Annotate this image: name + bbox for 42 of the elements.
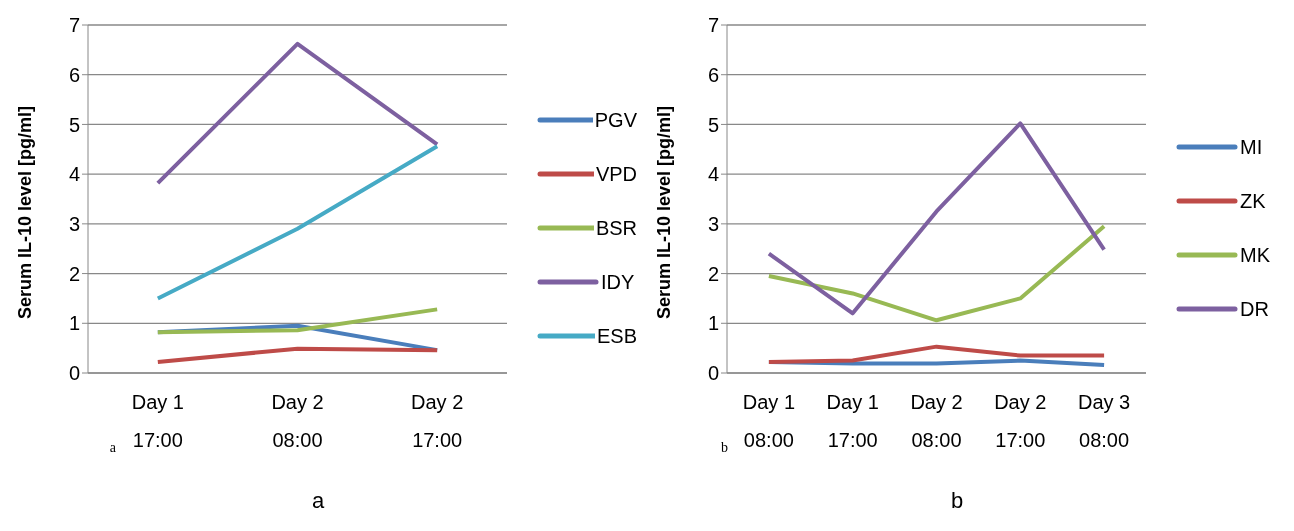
y-tick-label: 2 bbox=[68, 262, 80, 285]
y-tick-label: 4 bbox=[68, 163, 80, 186]
y-tick-label: 0 bbox=[707, 362, 719, 385]
y-tick-label: 4 bbox=[707, 163, 719, 186]
y-tick-label: 1 bbox=[68, 312, 80, 335]
legend-label: PGV bbox=[594, 108, 637, 132]
legend-label: BSR bbox=[595, 216, 637, 240]
y-tick-label: 3 bbox=[68, 212, 80, 235]
legend-label: MI bbox=[1240, 135, 1263, 159]
line-series bbox=[766, 224, 1107, 323]
legend-label: ESB bbox=[596, 324, 637, 348]
y-tick-label: 7 bbox=[68, 14, 80, 37]
legend-label: ZK bbox=[1240, 189, 1266, 213]
x-tick-label: Day 1 17:00 bbox=[131, 391, 184, 451]
x-tick-label: Day 2 08:00 bbox=[910, 391, 963, 451]
text: b bbox=[949, 488, 965, 514]
y-tick-label: 5 bbox=[68, 113, 80, 136]
y-tick-label: 6 bbox=[707, 63, 719, 86]
text: a bbox=[109, 440, 117, 456]
x-tick-label: Day 2 17:00 bbox=[994, 391, 1047, 451]
y-tick-label: 0 bbox=[68, 362, 80, 385]
y-tick-label: 1 bbox=[707, 312, 719, 335]
text: b bbox=[720, 440, 728, 456]
y-axis-title: Serum IL-10 level [pg/ml] bbox=[15, 105, 36, 319]
y-tick-label: 3 bbox=[707, 212, 719, 235]
line-series bbox=[766, 121, 1107, 316]
text: a bbox=[310, 488, 326, 514]
legend-label: MK bbox=[1240, 243, 1270, 267]
y-tick-label: 2 bbox=[707, 262, 719, 285]
x-tick-label: Day 1 08:00 bbox=[742, 391, 796, 451]
x-tick-label: Day 2 08:00 bbox=[271, 391, 324, 451]
x-tick-label: Day 2 17:00 bbox=[411, 391, 464, 451]
y-tick-label: 7 bbox=[707, 14, 719, 37]
legend-label: DR bbox=[1240, 297, 1269, 321]
line-series bbox=[766, 344, 1107, 365]
x-tick-label: Day 3 08:00 bbox=[1077, 391, 1131, 451]
x-tick-label: Day 1 17:00 bbox=[826, 391, 879, 451]
y-tick-label: 5 bbox=[707, 113, 719, 136]
legend-label: IDY bbox=[601, 270, 635, 294]
y-tick-label: 6 bbox=[68, 63, 80, 86]
legend-label: VPD bbox=[595, 162, 637, 186]
y-axis-title: Serum IL-10 level [pg/ml] bbox=[654, 105, 675, 319]
